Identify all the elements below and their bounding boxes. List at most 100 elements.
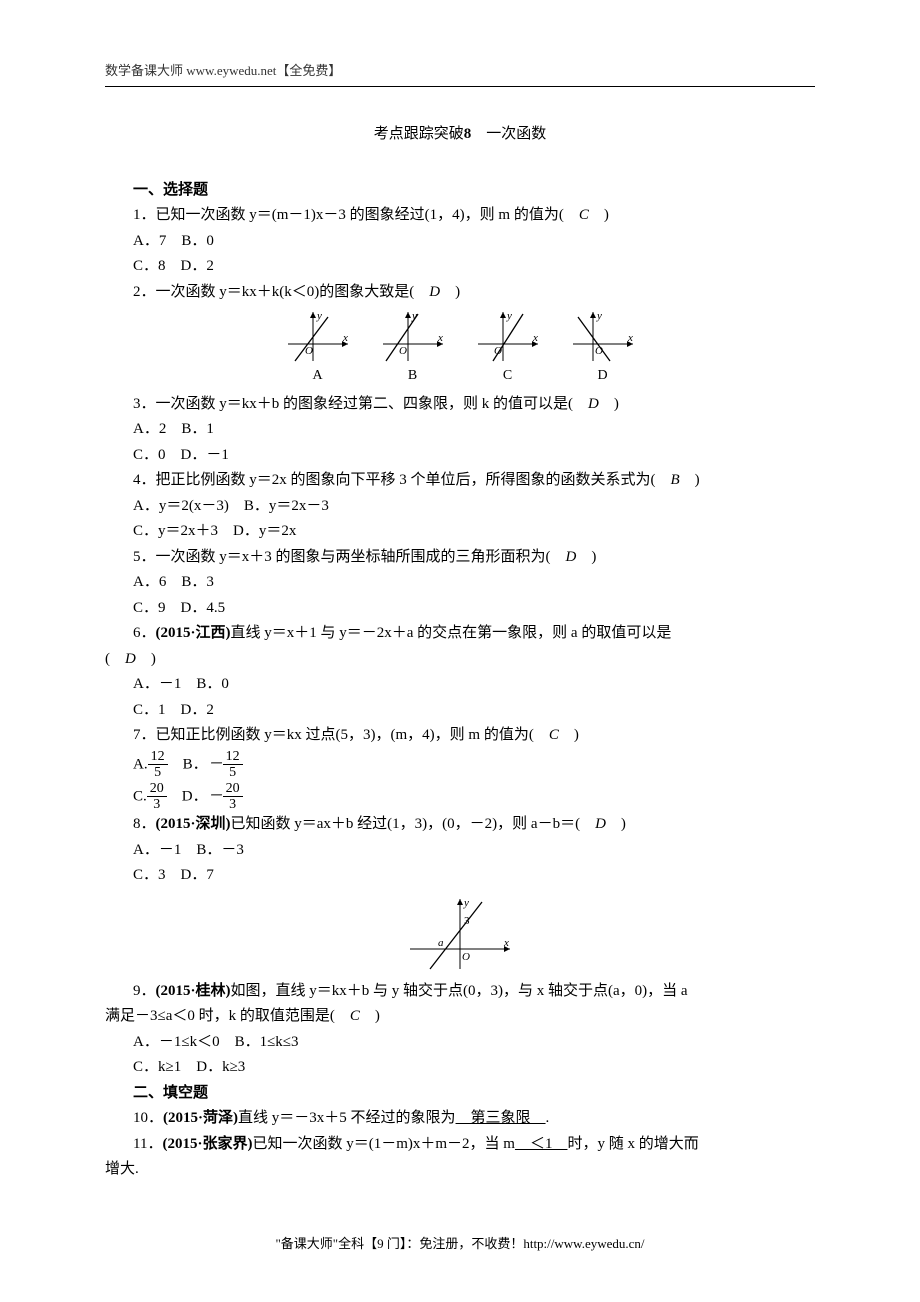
question-3: 3．一次函数 y＝kx＋b 的图象经过第二、四象限，则 k 的值可以是( D ) [133, 392, 815, 418]
q8-opts-2: C．3 D．7 [133, 863, 815, 889]
svg-text:x: x [342, 332, 348, 344]
svg-text:x: x [503, 937, 509, 949]
q11-pre: 11． [133, 1136, 162, 1152]
q7-answer: C [549, 727, 559, 743]
header-rule [105, 86, 815, 87]
page-header: 数学备课大师 www.eywedu.net【全免费】 [105, 60, 815, 82]
q5-text: 5．一次函数 y＝x＋3 的图象与两坐标轴所围成的三角形面积为( [133, 549, 566, 565]
graph-b-label: B [378, 364, 448, 388]
q6-text2: ( [105, 651, 125, 667]
graph-b: x y O B [378, 309, 448, 388]
svg-text:a: a [438, 937, 444, 949]
svg-text:O: O [494, 345, 502, 357]
q6-pre: 6． [133, 625, 156, 641]
svg-text:y: y [411, 310, 417, 322]
q10-text: 直线 y＝－3x＋5 不经过的象限为 [238, 1110, 456, 1126]
q9-opts-2: C．k≥1 D．k≥3 [133, 1055, 815, 1081]
q3-answer: D [588, 396, 599, 412]
svg-text:x: x [627, 332, 633, 344]
title-suffix: 一次函数 [471, 126, 546, 142]
q9-pre: 9． [133, 983, 156, 999]
q9-text2: 满足－3≤a＜0 时，k 的取值范围是( [105, 1008, 350, 1024]
svg-text:x: x [532, 332, 538, 344]
svg-text:3: 3 [464, 915, 470, 927]
q8-bold: (2015·深圳) [156, 816, 231, 832]
q3-end: ) [599, 396, 619, 412]
q4-opts-1: A．y＝2(x－3) B．y＝2x－3 [133, 494, 815, 520]
graph-a: x y O A [283, 309, 353, 388]
question-10: 10．(2015·菏泽)直线 y＝－3x＋5 不经过的象限为 第三象限 . [133, 1106, 815, 1132]
question-9: 9．(2015·桂林)如图，直线 y＝kx＋b 与 y 轴交于点(0，3)，与 … [133, 979, 815, 1005]
q8-answer: D [595, 816, 606, 832]
q11-text: 已知一次函数 y＝(1－m)x＋m－2，当 m [252, 1136, 515, 1152]
q6-line2: ( D ) [105, 647, 815, 673]
q6-end: ) [136, 651, 156, 667]
q9-end: ) [360, 1008, 380, 1024]
q5-end: ) [576, 549, 596, 565]
q11-line2: 增大. [105, 1157, 815, 1183]
q1-text: 1．已知一次函数 y＝(m－1)x－3 的图象经过(1，4)，则 m 的值为( [133, 207, 579, 223]
svg-text:y: y [506, 310, 512, 322]
q6-opts-1: A．－1 B．0 [133, 672, 815, 698]
q3-opts-1: A．2 B．1 [133, 417, 815, 443]
q2-answer: D [429, 284, 440, 300]
q4-end: ) [680, 472, 700, 488]
q11-blank: ＜1 [515, 1136, 568, 1152]
q7-opts-2: C.203 D．－203 [133, 781, 815, 813]
svg-text:y: y [463, 897, 469, 909]
q2-end: ) [440, 284, 460, 300]
svg-text:O: O [399, 345, 407, 357]
q6-answer: D [125, 651, 136, 667]
q1-opts-1: A．7 B．0 [133, 229, 815, 255]
question-8: 8．(2015·深圳)已知函数 y＝ax＋b 经过(1，3)，(0，－2)，则 … [133, 812, 815, 838]
q7-opts-1: A.125 B．－125 [133, 749, 815, 781]
svg-text:O: O [462, 951, 470, 963]
section-2-header: 二、填空题 [133, 1081, 815, 1107]
question-7: 7．已知正比例函数 y＝kx 过点(5，3)，(m，4)，则 m 的值为( C … [133, 723, 815, 749]
q4-answer: B [671, 472, 680, 488]
q8-text: 已知函数 y＝ax＋b 经过(1，3)，(0，－2)，则 a－b＝( [231, 816, 596, 832]
q4-opts-2: C．y＝2x＋3 D．y＝2x [133, 519, 815, 545]
graph-d-label: D [568, 364, 638, 388]
q10-pre: 10． [133, 1110, 163, 1126]
question-11: 11．(2015·张家界)已知一次函数 y＝(1－m)x＋m－2，当 m ＜1 … [133, 1132, 815, 1158]
q9-text: 如图，直线 y＝kx＋b 与 y 轴交于点(0，3)，与 x 轴交于点(a，0)… [231, 983, 688, 999]
section-1-header: 一、选择题 [133, 178, 815, 204]
q8-end: ) [606, 816, 626, 832]
q8-pre: 8． [133, 816, 156, 832]
svg-text:y: y [596, 310, 602, 322]
svg-text:O: O [595, 345, 603, 357]
q9-opts-1: A．－1≤k＜0 B．1≤k≤3 [133, 1030, 815, 1056]
q10-blank: 第三象限 [456, 1110, 546, 1126]
svg-text:x: x [437, 332, 443, 344]
q4-text: 4．把正比例函数 y＝2x 的图象向下平移 3 个单位后，所得图象的函数关系式为… [133, 472, 671, 488]
q11-text2: 时，y 随 x 的增大而 [567, 1136, 698, 1152]
question-2: 2．一次函数 y＝kx＋k(k＜0)的图象大致是( D ) [133, 280, 815, 306]
q8-opts-1: A．－1 B．－3 [133, 838, 815, 864]
q6-opts-2: C．1 D．2 [133, 698, 815, 724]
q9-bold: (2015·桂林) [156, 983, 231, 999]
question-5: 5．一次函数 y＝x＋3 的图象与两坐标轴所围成的三角形面积为( D ) [133, 545, 815, 571]
q10-bold: (2015·菏泽) [163, 1110, 238, 1126]
question-6: 6．(2015·江西)直线 y＝x＋1 与 y＝－2x＋a 的交点在第一象限，则… [133, 621, 815, 647]
q6-text: 直线 y＝x＋1 与 y＝－2x＋a 的交点在第一象限，则 a 的取值可以是 [231, 625, 672, 641]
q2-text: 2．一次函数 y＝kx＋k(k＜0)的图象大致是( [133, 284, 429, 300]
q3-opts-2: C．0 D．－1 [133, 443, 815, 469]
title-prefix: 考点跟踪突破 [374, 126, 464, 142]
q6-bold: (2015·江西) [156, 625, 231, 641]
q7-text: 7．已知正比例函数 y＝kx 过点(5，3)，(m，4)，则 m 的值为( [133, 727, 549, 743]
q3-text: 3．一次函数 y＝kx＋b 的图象经过第二、四象限，则 k 的值可以是( [133, 396, 588, 412]
graph-d: x y O D [568, 309, 638, 388]
page-title: 考点跟踪突破8 一次函数 [105, 122, 815, 148]
q10-dot: . [546, 1110, 550, 1126]
graph-c: x y O C [473, 309, 543, 388]
svg-text:O: O [305, 345, 313, 357]
q5-answer: D [566, 549, 577, 565]
question-1: 1．已知一次函数 y＝(m－1)x－3 的图象经过(1，4)，则 m 的值为( … [133, 203, 815, 229]
q1-end: ) [589, 207, 609, 223]
q2-graphs: x y O A x y O B x y O C [105, 309, 815, 388]
page-footer: "备课大师"全科【9 门】：免注册，不收费！http://www.eywedu.… [105, 1233, 815, 1255]
svg-text:y: y [316, 310, 322, 322]
q1-opts-2: C．8 D．2 [133, 254, 815, 280]
q5-opts-2: C．9 D．4.5 [133, 596, 815, 622]
